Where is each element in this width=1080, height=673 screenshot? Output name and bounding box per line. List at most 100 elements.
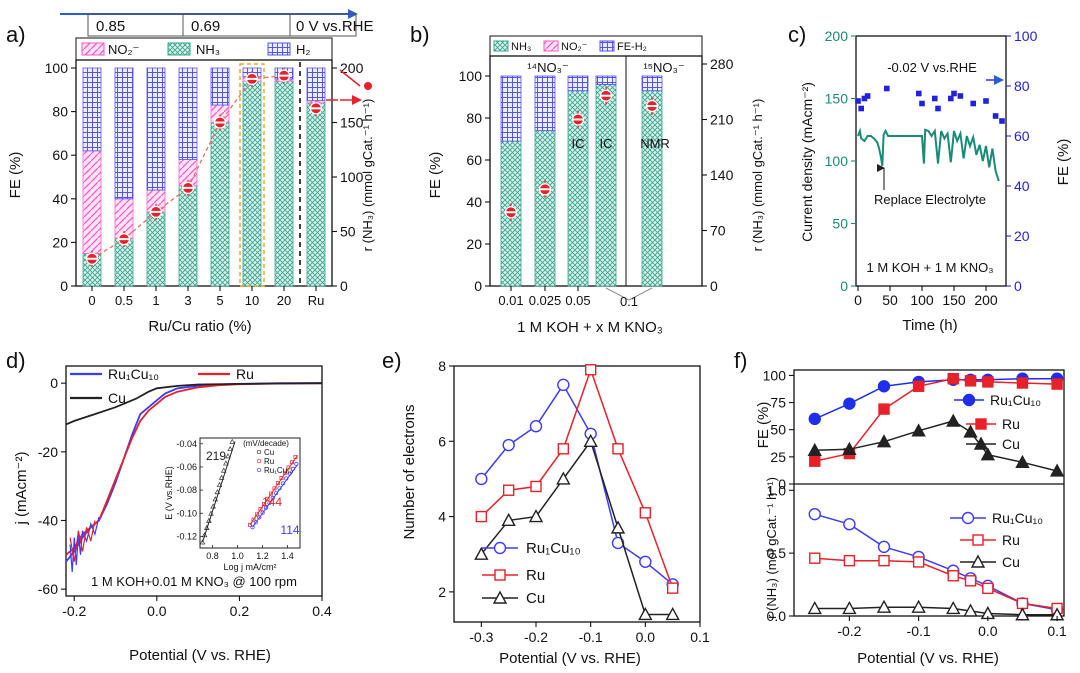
e-line-2 bbox=[480, 439, 673, 616]
panel-d-ylabel: j (mAcm⁻²) bbox=[13, 452, 30, 526]
a-highlight-box bbox=[239, 63, 265, 287]
f-top-legend-marker-0 bbox=[962, 393, 976, 407]
panel-c-ylabel-right: FE (%) bbox=[1055, 139, 1072, 186]
f-bottom-point-1 bbox=[878, 554, 890, 567]
c-xtick-label: 150 bbox=[942, 292, 966, 308]
legend-swatch-nh3 bbox=[167, 42, 191, 56]
e-legend-label-1: Ru bbox=[526, 567, 545, 584]
f-top-point-2 bbox=[876, 434, 892, 448]
c-fe-marker bbox=[916, 90, 922, 97]
d-inset-rucu-point bbox=[250, 525, 255, 530]
d-inset-slope-rucu: 114 bbox=[280, 523, 299, 537]
f-bottom-legend-marker-0 bbox=[961, 511, 975, 525]
bar-a-2-2 bbox=[146, 67, 166, 191]
a-ytick-right-label: 150 bbox=[340, 115, 364, 131]
d-inset-xlabel: Log j mA/cm² bbox=[223, 562, 276, 572]
panel-e-xlabel: Potential (V vs. RHE) bbox=[499, 650, 641, 667]
c-fe-marker bbox=[855, 98, 861, 104]
e-point-2 bbox=[501, 512, 516, 527]
c-fe-marker bbox=[957, 93, 964, 99]
b-bar-note: IC bbox=[600, 136, 613, 151]
potential-label-1: 0.85 bbox=[96, 18, 125, 35]
c-ytick-right-label: 80 bbox=[1014, 78, 1030, 94]
d-inset-xtick-label: 1.0 bbox=[231, 551, 244, 561]
d-inset-ylabel: E (V vs.RHE) bbox=[164, 466, 174, 520]
a-legend-rate-marker bbox=[364, 82, 372, 90]
legend-label-nh3: NH₃ bbox=[196, 42, 220, 57]
potential-box bbox=[87, 13, 357, 37]
c-ytick-label: 0 bbox=[840, 278, 848, 294]
bar-a-2-3 bbox=[178, 67, 198, 160]
b-bar-note: IC bbox=[572, 136, 585, 151]
d-inset-ru-point bbox=[262, 502, 266, 506]
a-ytick-label: 80 bbox=[52, 104, 68, 120]
d-inset-legend-marker-0 bbox=[256, 449, 262, 455]
f-top-legend-label-2: Cu bbox=[1002, 436, 1020, 452]
panel-c: c) -0.02 V vs.RHE Replace Electrolyte 1 M … bbox=[788, 22, 1072, 334]
b-ytick-right-label: 210 bbox=[710, 112, 734, 128]
f-bottom-point-2 bbox=[807, 600, 822, 615]
b-xtick-label: 0.025 bbox=[529, 293, 562, 308]
c-annotation-electrolyte: 1 M KOH + 1 M KNO₃ bbox=[866, 260, 993, 275]
e-legend-label-0: Ru₁Cu₁₀ bbox=[526, 540, 581, 557]
d-inset-frame bbox=[199, 437, 301, 549]
d-inset-xtick-label: 1.4 bbox=[281, 551, 294, 561]
panel-b-xlabel: 1 M KOH + x M KNO₃ bbox=[517, 319, 663, 336]
panel-b-plot: IC IC NMR 0.01 0.025 0.05 0.1 ¹⁴NO₃⁻ ¹⁵NO₃⁻ 0 20 40… bbox=[459, 55, 734, 309]
a-xtick-label: 0.5 bbox=[115, 293, 133, 308]
c-ytick-right-label: 0 bbox=[1014, 278, 1022, 294]
panel-c-ylabel: Current density (mAcm⁻²) bbox=[799, 82, 815, 242]
c-ytick-label: 50 bbox=[832, 216, 848, 232]
panel-f-plot: Ru₁Cu₁₀ Ru Cu Ru₁Cu₁₀ Ru Cu -0.2 -0.1 0.0 0.1 0 25 5… bbox=[763, 367, 1067, 639]
c-fe-marker bbox=[935, 105, 941, 112]
d-ytick-label: 0 bbox=[50, 375, 58, 391]
e-xtick-label: -0.3 bbox=[469, 629, 493, 645]
b-ytick-right-label: 70 bbox=[710, 223, 726, 239]
e-legend-label-2: Cu bbox=[526, 590, 545, 607]
c-fe-marker bbox=[948, 95, 954, 102]
f-ytick-bottom-label: 1.0 bbox=[767, 482, 787, 498]
c-xtick-label: 0 bbox=[854, 292, 862, 308]
f-bottom-point-1 bbox=[809, 552, 821, 564]
f-bottom-legend-label-2: Cu bbox=[1002, 554, 1020, 570]
a-rate-marker-band bbox=[150, 210, 162, 213]
f-ytick-top-label: 50 bbox=[770, 422, 786, 438]
bar-b-2-0 bbox=[500, 75, 522, 142]
d-inset-slope-cu: 219 bbox=[206, 449, 226, 463]
bar-a-0-4 bbox=[210, 122, 230, 287]
f-top-point-1 bbox=[947, 372, 959, 385]
b-ytick-label: 80 bbox=[466, 110, 482, 126]
c-ytick-right-label: 40 bbox=[1014, 178, 1030, 194]
f-bottom-legend-label-0: Ru₁Cu₁₀ bbox=[992, 510, 1043, 526]
d-ytick-label: -60 bbox=[38, 581, 58, 597]
e-point-2 bbox=[528, 509, 544, 523]
d-inset-ytick-label: -0.08 bbox=[176, 485, 197, 495]
e-point-1 bbox=[666, 582, 679, 594]
e-ytick-label: 4 bbox=[438, 509, 446, 525]
f-top-point-2 bbox=[963, 424, 978, 438]
f-bottom-legend-marker-2 bbox=[970, 554, 986, 568]
b-rate-marker-band bbox=[600, 94, 612, 97]
bar-b-2-1 bbox=[534, 75, 556, 131]
d-inset-legend-marker-2 bbox=[256, 467, 262, 473]
f-top-point-2 bbox=[1049, 463, 1065, 477]
f-bottom-legend-marker-1 bbox=[972, 534, 984, 546]
panel-f-xlabel: Potential (V vs. RHE) bbox=[857, 650, 999, 667]
f-ytick-top-label: 0 bbox=[778, 476, 786, 492]
d-inset-ytick-label: -0.04 bbox=[176, 439, 197, 449]
panel-a-frame bbox=[75, 59, 333, 287]
a-ytick-right-label: 50 bbox=[340, 224, 356, 240]
f-bottom-point-2 bbox=[963, 603, 978, 617]
d-inset-cu-point bbox=[223, 460, 229, 466]
b-ytick-label: 100 bbox=[459, 68, 483, 84]
e-legend-marker-0 bbox=[493, 541, 507, 555]
f-bottom-point-0 bbox=[877, 540, 891, 554]
f-top-point-2 bbox=[911, 423, 926, 437]
f-bottom-point-1 bbox=[982, 582, 994, 595]
bar-a-0-6 bbox=[274, 80, 294, 287]
bar-b-0-3 bbox=[595, 84, 617, 287]
c-ytick-right-label: 60 bbox=[1014, 128, 1030, 144]
b-ytick-right-label: 0 bbox=[710, 278, 718, 294]
d-legend-label-2: Cu bbox=[108, 390, 126, 406]
b-rate-marker-band bbox=[572, 118, 584, 121]
